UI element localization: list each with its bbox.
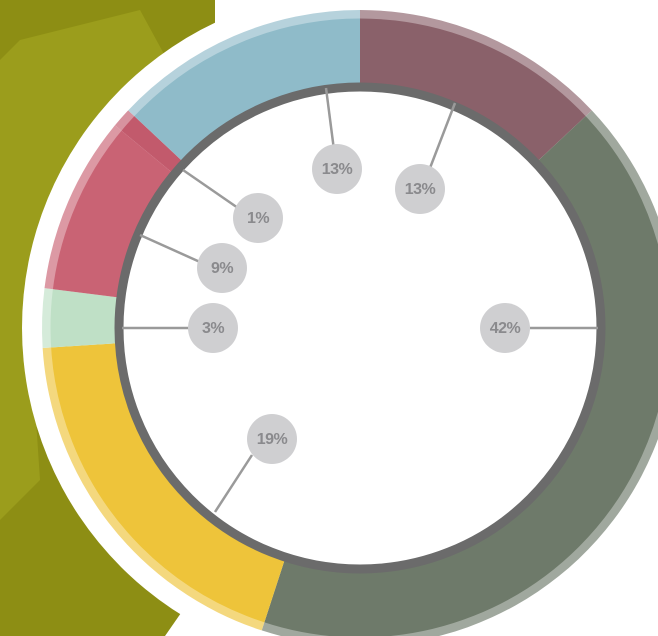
leader-line xyxy=(139,233,201,264)
leader-line xyxy=(324,87,336,151)
donut-segment xyxy=(42,288,117,348)
label-bubble xyxy=(395,164,445,214)
label-bubble xyxy=(188,303,238,353)
label-bubble xyxy=(247,414,297,464)
label-bubble xyxy=(233,193,283,243)
donut-segment xyxy=(42,343,285,631)
data-label: 3% xyxy=(202,320,224,337)
outer-rim xyxy=(41,9,658,636)
donut-segment xyxy=(261,110,658,636)
leader-line xyxy=(213,454,254,513)
data-label: 19% xyxy=(257,431,288,448)
leader-line xyxy=(182,168,239,210)
label-bubble xyxy=(197,243,247,293)
data-label: 1% xyxy=(247,210,269,227)
donut-segment xyxy=(44,125,172,298)
data-label: 42% xyxy=(490,320,521,337)
leader-line xyxy=(428,102,457,169)
label-bubble xyxy=(480,303,530,353)
donut-segment xyxy=(360,10,592,161)
donut-segment xyxy=(128,10,360,161)
data-label: 13% xyxy=(405,181,436,198)
label-bubble xyxy=(312,144,362,194)
donut-segment xyxy=(114,110,182,172)
data-label: 13% xyxy=(322,161,353,178)
data-label: 9% xyxy=(211,260,233,277)
